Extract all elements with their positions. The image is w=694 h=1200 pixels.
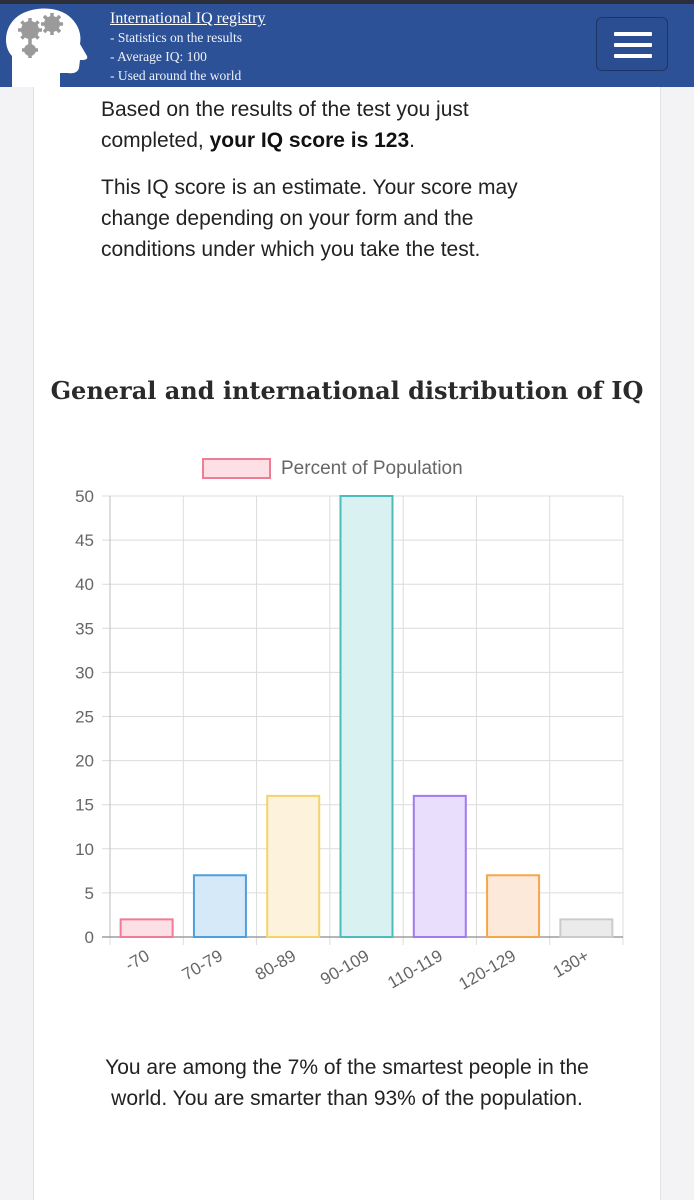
score-text-after: . — [409, 129, 416, 152]
bar-70-79 — [192, 874, 247, 939]
legend-label: Percent of Population — [281, 458, 463, 479]
hamburger-menu-icon — [614, 43, 652, 47]
bar-110-119 — [412, 794, 467, 938]
tagline-statistics: - Statistics on the results — [110, 30, 242, 45]
site-brand: International IQ registry - Statistics o… — [110, 10, 266, 85]
y-tick-label: 15 — [75, 796, 94, 815]
result-summary: You are among the 7% of the smartest peo… — [105, 1056, 589, 1110]
tagline-world: - Used around the world — [110, 68, 242, 83]
bar-90-109 — [339, 495, 394, 938]
y-tick-label: 30 — [75, 663, 94, 682]
x-tick-label: 110-119 — [384, 946, 445, 992]
y-tick-label: 25 — [75, 708, 94, 727]
x-tick-label: 90-109 — [317, 946, 372, 989]
y-tick-label: 10 — [75, 840, 94, 859]
score-paragraph: Based on the results of the test you jus… — [101, 94, 571, 156]
bar-120-129 — [486, 874, 541, 939]
hamburger-menu-icon — [614, 54, 652, 58]
bar-80-89 — [266, 794, 321, 938]
site-header: International IQ registry - Statistics o… — [0, 4, 694, 88]
x-tick-label: 120-129 — [456, 946, 520, 994]
y-tick-label: 20 — [75, 752, 94, 771]
bar-130+ — [559, 918, 614, 938]
iq-distribution-chart: 0 5 10 15 20 25 30 35 40 45 50 -70 70-79 80-89 90-109 1… — [75, 458, 624, 994]
tagline-average: - Average IQ: 100 — [110, 49, 207, 64]
estimate-note: This IQ score is an estimate. Your score… — [101, 176, 518, 261]
score-text-before: Based on the results of the test you jus… — [101, 98, 469, 152]
hamburger-menu-icon — [614, 32, 652, 36]
legend-swatch — [202, 458, 271, 479]
x-tick-label: 70-79 — [179, 946, 226, 984]
y-tick-label: 40 — [75, 575, 94, 594]
y-tick-label: 50 — [75, 487, 94, 506]
y-tick-label: 5 — [85, 884, 94, 903]
y-tick-label: 35 — [75, 619, 94, 638]
chart-title: General and international distribution o… — [50, 376, 644, 405]
y-tick-label: 0 — [85, 928, 94, 947]
site-title-link[interactable]: International IQ registry — [110, 10, 266, 27]
iq-score: your IQ score is 123 — [209, 129, 410, 152]
head-with-gears-icon[interactable] — [0, 4, 100, 88]
hamburger-menu-button[interactable] — [596, 17, 668, 71]
x-tick-label: 130+ — [550, 946, 593, 982]
x-tick-label: 80-89 — [252, 946, 299, 984]
x-tick-label: -70 — [122, 946, 153, 975]
top-edge-bar — [0, 0, 694, 4]
bar--70 — [119, 918, 174, 938]
y-tick-label: 45 — [75, 531, 94, 550]
